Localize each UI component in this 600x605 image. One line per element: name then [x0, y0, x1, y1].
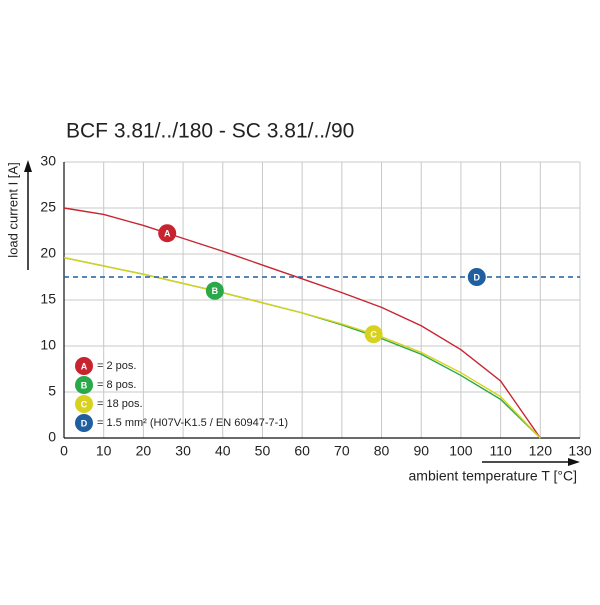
y-tick-label: 30	[40, 153, 56, 169]
x-tick-label: 130	[568, 443, 592, 459]
x-tick-label: 80	[374, 443, 390, 459]
series-badge	[75, 357, 93, 375]
series-badge-letter: A	[164, 229, 171, 239]
series-line	[63, 207, 541, 439]
x-tick-label: 20	[136, 443, 152, 459]
x-tick-label: 70	[334, 443, 350, 459]
y-tick-label: 15	[40, 291, 56, 307]
series-badge-letter: A	[81, 361, 88, 371]
y-tick-label: 20	[40, 245, 56, 261]
series-badge	[205, 281, 224, 300]
legend-label: = 18 pos.	[97, 398, 143, 410]
x-tick-label: 60	[294, 443, 310, 459]
x-tick-label: 40	[215, 443, 231, 459]
legend-label: = 8 pos.	[97, 379, 136, 391]
y-tick-label: 0	[48, 429, 56, 445]
series-badge	[467, 268, 486, 286]
chart-title: BCF 3.81/../180 - SC 3.81/../90	[66, 120, 354, 143]
x-tick-label: 50	[255, 443, 271, 459]
y-axis-label: load current I [A]	[5, 162, 20, 257]
y-tick-label: 5	[48, 383, 56, 399]
series-badge-letter: C	[370, 330, 377, 340]
series-badge	[75, 395, 93, 413]
x-tick-label: 100	[449, 443, 473, 459]
series-badge-letter: B	[81, 380, 88, 390]
series-badge-letter: C	[81, 399, 88, 409]
x-tick-label: 0	[60, 443, 68, 459]
series-badge-letter: D	[474, 272, 481, 282]
series-badge	[75, 414, 93, 432]
series-badge-letter: D	[81, 418, 88, 428]
legend-label: = 2 pos.	[97, 360, 136, 372]
x-tick-label: 110	[489, 443, 512, 459]
x-tick-label: 10	[96, 443, 112, 459]
series-badge	[75, 376, 93, 394]
y-arrow-head	[24, 160, 32, 172]
legend-label: = 1.5 mm² (H07V-K1.5 / EN 60947-7-1)	[97, 417, 288, 429]
x-tick-label: 90	[413, 443, 429, 459]
series-line	[63, 256, 541, 439]
x-axis-label: ambient temperature T [°C]	[409, 468, 578, 484]
x-tick-label: 120	[529, 443, 553, 459]
y-tick-label: 25	[40, 199, 56, 215]
series-badge	[158, 224, 177, 243]
x-arrow-head	[568, 458, 580, 466]
series-badge-letter: B	[212, 286, 219, 296]
series-badge	[364, 325, 383, 344]
x-tick-label: 30	[175, 443, 191, 459]
y-tick-label: 10	[40, 337, 56, 353]
